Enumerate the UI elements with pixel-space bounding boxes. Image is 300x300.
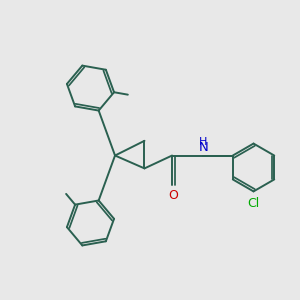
Text: H: H: [199, 137, 208, 147]
Text: O: O: [168, 189, 178, 203]
Text: Cl: Cl: [248, 197, 260, 210]
Text: N: N: [199, 141, 208, 154]
